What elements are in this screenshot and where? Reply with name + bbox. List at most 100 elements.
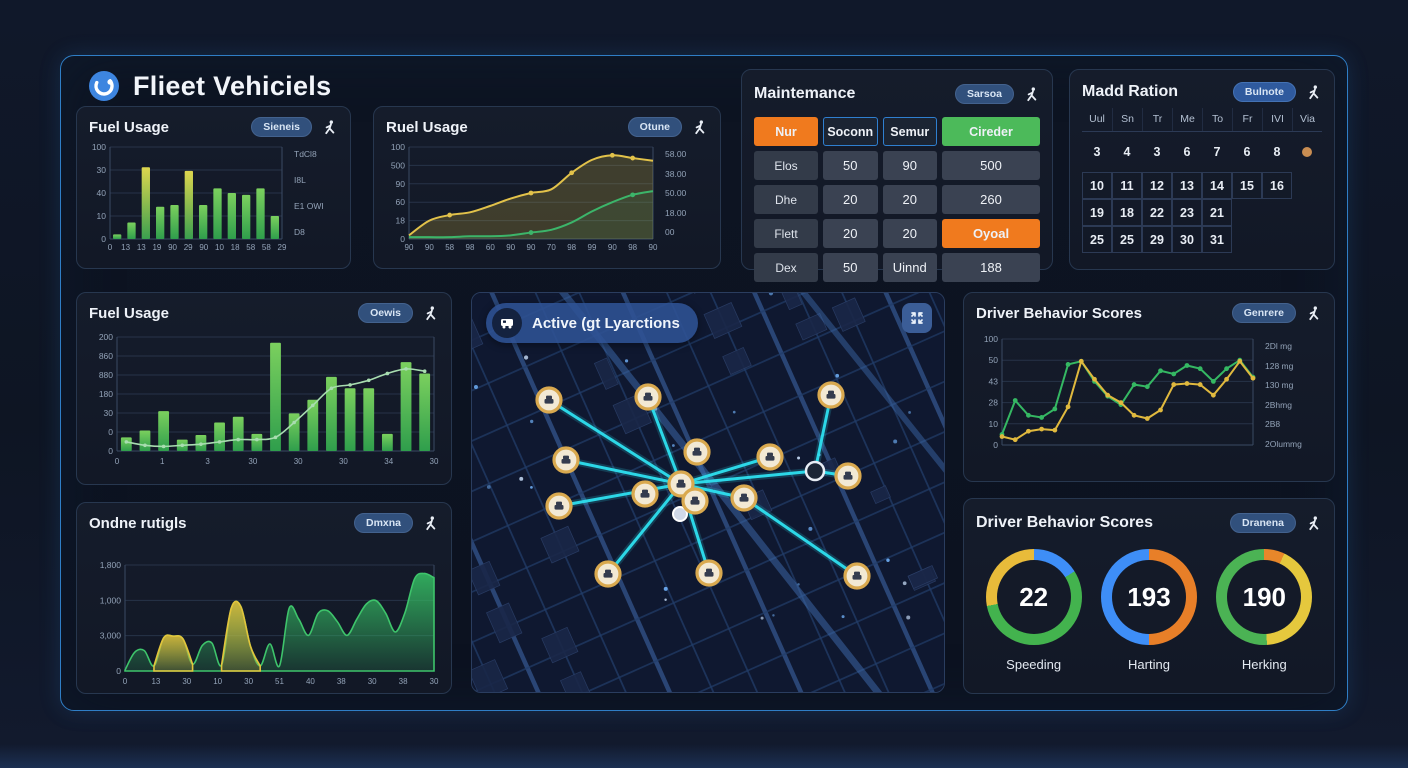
donut-ring: 190 bbox=[1216, 549, 1313, 645]
panel-action-person-icon[interactable] bbox=[1306, 515, 1322, 532]
panel-badge[interactable]: Sieneis bbox=[251, 117, 312, 137]
calendar-day[interactable]: 13 bbox=[1172, 172, 1202, 199]
svg-text:58: 58 bbox=[246, 243, 255, 252]
table-cell: 188 bbox=[942, 253, 1040, 282]
right-axis-label: TdCl8 bbox=[294, 149, 317, 159]
panel-badge[interactable]: Oewis bbox=[358, 303, 413, 323]
panel-action-person-icon[interactable] bbox=[423, 515, 439, 532]
calendar-day[interactable]: 3 bbox=[1153, 145, 1161, 159]
vehicle-marker[interactable] bbox=[695, 559, 723, 587]
calendar-day[interactable]: 14 bbox=[1202, 172, 1232, 199]
panel-action-person-icon[interactable] bbox=[692, 119, 708, 136]
app-logo-icon bbox=[89, 71, 119, 101]
vehicle-marker[interactable] bbox=[683, 438, 711, 466]
calendar-day[interactable]: 25 bbox=[1082, 226, 1112, 253]
vehicle-marker[interactable] bbox=[681, 487, 709, 515]
vehicle-marker[interactable] bbox=[667, 470, 695, 498]
behavior-gauge: 22 Speeding bbox=[985, 549, 1082, 672]
svg-text:30: 30 bbox=[248, 457, 257, 466]
panel-badge[interactable]: Otune bbox=[627, 117, 682, 137]
svg-text:0: 0 bbox=[108, 243, 113, 252]
calendar-day[interactable]: 31 bbox=[1202, 226, 1232, 253]
calendar-empty-cell bbox=[1292, 199, 1322, 226]
panel-action-person-icon[interactable] bbox=[423, 305, 439, 322]
svg-text:90: 90 bbox=[396, 179, 406, 189]
panel-badge[interactable]: Sarsoa bbox=[954, 84, 1014, 104]
svg-text:90: 90 bbox=[527, 243, 536, 252]
bar bbox=[307, 399, 319, 451]
vehicle-marker[interactable] bbox=[730, 484, 758, 512]
vehicle-marker[interactable] bbox=[834, 462, 862, 490]
calendar-day[interactable]: 6 bbox=[1243, 145, 1251, 159]
panel-action-person-icon[interactable] bbox=[1306, 84, 1322, 101]
svg-text:98: 98 bbox=[628, 243, 637, 252]
table-header-cell[interactable]: Soconn bbox=[823, 117, 878, 146]
calendar-empty-cell bbox=[1292, 172, 1322, 199]
bar bbox=[381, 433, 393, 451]
map-expand-button[interactable] bbox=[902, 303, 932, 333]
panel-action-person-icon[interactable] bbox=[322, 119, 338, 136]
vehicle-marker[interactable] bbox=[817, 381, 845, 409]
vehicle-marker[interactable] bbox=[634, 383, 662, 411]
gauge-label: Speeding bbox=[1006, 657, 1062, 672]
vehicle-marker[interactable] bbox=[535, 386, 563, 414]
map-title: Active (gt Lyarctions bbox=[532, 314, 680, 332]
donut-hole bbox=[1111, 560, 1186, 634]
vehicle-marker[interactable] bbox=[756, 443, 784, 471]
panel-badge[interactable]: Dranena bbox=[1229, 513, 1296, 533]
calendar-day[interactable]: 21 bbox=[1202, 199, 1232, 226]
panel-action-person-icon[interactable] bbox=[1306, 305, 1322, 322]
table-cell: Uinnd bbox=[882, 253, 937, 282]
vehicle-marker[interactable] bbox=[843, 562, 871, 590]
calendar-day[interactable]: 8 bbox=[1273, 145, 1281, 159]
calendar-day[interactable]: 30 bbox=[1172, 226, 1202, 253]
right-axis-label: 2Bhmg bbox=[1265, 399, 1292, 410]
svg-text:100: 100 bbox=[984, 334, 998, 344]
calendar-day[interactable]: 22 bbox=[1142, 199, 1172, 226]
table-cell: 20 bbox=[823, 219, 878, 248]
calendar-day[interactable]: 7 bbox=[1213, 145, 1221, 159]
table-header-cell[interactable]: Semur bbox=[882, 117, 937, 146]
calendar-day[interactable]: 19 bbox=[1082, 199, 1112, 226]
vehicle-marker[interactable] bbox=[545, 492, 573, 520]
panel-badge[interactable]: Dmxna bbox=[353, 513, 413, 533]
calendar-empty-cell bbox=[1232, 226, 1262, 253]
calendar-day[interactable]: 10 bbox=[1082, 172, 1112, 199]
panel-badge[interactable]: Bulnote bbox=[1232, 82, 1296, 102]
vehicle-marker[interactable] bbox=[552, 446, 580, 474]
vehicle-marker[interactable] bbox=[594, 560, 622, 588]
svg-text:90: 90 bbox=[425, 243, 434, 252]
svg-text:60: 60 bbox=[486, 243, 495, 252]
vehicle-marker[interactable] bbox=[631, 480, 659, 508]
calendar-day[interactable]: 15 bbox=[1232, 172, 1262, 199]
svg-text:29: 29 bbox=[278, 243, 287, 252]
page-title: Flieet Vehiciels bbox=[133, 70, 332, 101]
calendar-day[interactable]: 3 bbox=[1093, 145, 1101, 159]
table-header-cell[interactable]: Cireder bbox=[942, 117, 1040, 146]
calendar-day[interactable]: 16 bbox=[1262, 172, 1292, 199]
bar bbox=[400, 362, 412, 451]
panel-title: Madd Ration bbox=[1082, 83, 1178, 100]
calendar-day[interactable]: 18 bbox=[1112, 199, 1142, 226]
bar bbox=[127, 222, 136, 239]
calendar-day[interactable]: 23 bbox=[1172, 199, 1202, 226]
calendar-empty-cell bbox=[1292, 132, 1322, 172]
calendar-day[interactable]: 6 bbox=[1183, 145, 1191, 159]
status-cell[interactable]: Oyoal bbox=[942, 219, 1040, 248]
svg-text:13: 13 bbox=[121, 243, 130, 252]
calendar-empty-cell bbox=[1292, 226, 1322, 253]
panel-badge[interactable]: Genrere bbox=[1231, 303, 1296, 323]
city-map-canvas[interactable] bbox=[472, 293, 945, 693]
bar bbox=[251, 433, 263, 451]
map-dark-marker[interactable] bbox=[804, 460, 826, 482]
bar bbox=[158, 411, 170, 451]
calendar-day[interactable]: 4 bbox=[1123, 145, 1131, 159]
table-header-cell[interactable]: Nur bbox=[754, 117, 818, 146]
calendar-day[interactable]: 11 bbox=[1112, 172, 1142, 199]
calendar-day[interactable]: 12 bbox=[1142, 172, 1172, 199]
panel-action-person-icon[interactable] bbox=[1024, 86, 1040, 103]
calendar-day[interactable]: 25 bbox=[1112, 226, 1142, 253]
calendar-day[interactable]: 29 bbox=[1142, 226, 1172, 253]
donut-ring: 193 bbox=[1100, 549, 1197, 645]
bar bbox=[213, 188, 222, 239]
